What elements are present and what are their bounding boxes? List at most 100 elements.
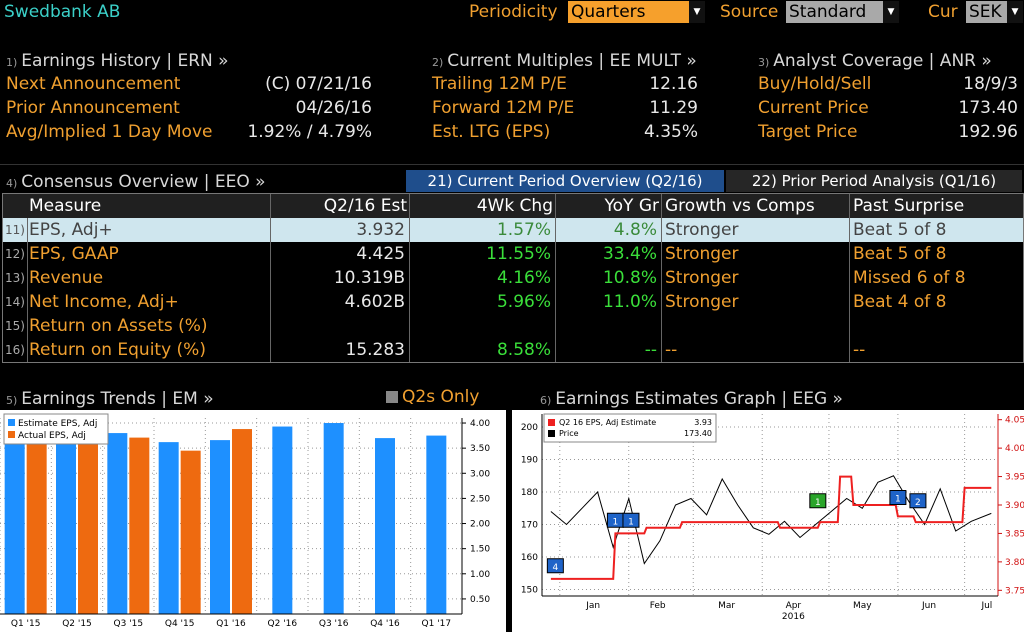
row-measure: Net Income, Adj+ [29, 292, 179, 312]
row-measure: EPS, GAAP [29, 244, 119, 264]
x-tick-label: Q3 '15 [114, 619, 144, 629]
table-row[interactable]: 12) EPS, GAAP 4.425 11.55% 33.4% Stronger Beat… [3, 242, 1023, 266]
legend-label: Actual EPS, Adj [18, 431, 86, 441]
y-right-tick-label: 3.75 [1005, 586, 1024, 596]
estimate-bar [323, 423, 344, 614]
row-past-surprise: -- [853, 340, 866, 360]
x-tick-label: Q1 '16 [216, 619, 246, 629]
estimate-bar [272, 426, 293, 614]
row-number: 14) [5, 295, 25, 309]
avg-move-label: Avg/Implied 1 Day Move [6, 122, 213, 142]
row-yoy-growth: 4.8% [613, 220, 657, 240]
forward-pe-label: Forward 12M P/E [432, 98, 575, 118]
row-measure: Return on Assets (%) [29, 316, 208, 336]
tab-prior-period[interactable]: 22) Prior Period Analysis (Q1/16) [726, 170, 1022, 192]
row-yoy-growth: 11.0% [602, 292, 657, 312]
currency-value: SEK [966, 1, 1007, 23]
x-tick-label: Q4 '16 [370, 619, 400, 629]
periodicity-value: Quarters [568, 1, 689, 23]
row-yoy-growth: 33.4% [602, 244, 657, 264]
table-row[interactable]: 13) Revenue 10.319B 4.16% 10.8% Stronger Misse… [3, 266, 1023, 290]
y-left-tick-label: 170 [521, 521, 538, 531]
estimate-bar [4, 437, 25, 614]
x-tick-label: May [853, 601, 872, 611]
table-row[interactable]: 11) EPS, Adj+ 3.932 1.57% 4.8% Stronger Beat 5… [3, 218, 1023, 242]
section-title: Earnings Trends | EM » [21, 389, 214, 409]
table-row[interactable]: 16) Return on Equity (%) 15.283 8.58% -- -- -- [3, 338, 1023, 362]
col-yoy: YoY Gr [604, 196, 659, 216]
row-estimate: 10.319B [333, 268, 405, 288]
chevron-down-icon[interactable]: ▼ [883, 1, 899, 23]
row-estimate: 3.932 [356, 220, 405, 240]
q2s-only-label[interactable]: Q2s Only [402, 387, 480, 407]
next-announcement-value: (C) 07/21/16 [265, 74, 372, 94]
chevron-down-icon[interactable]: ▼ [1007, 1, 1023, 23]
target-price-value: 192.96 [958, 122, 1018, 142]
y-right-tick-label: 3.80 [1005, 558, 1024, 568]
section-number: 4) [6, 177, 18, 190]
x-tick-label: Q3 '16 [319, 619, 349, 629]
x-tick-label: Q4 '15 [165, 619, 195, 629]
legend-label: Q2 16 EPS, Adj Estimate [559, 418, 656, 427]
chevron-down-icon[interactable]: ▼ [689, 1, 705, 23]
y-tick-label: 1.50 [470, 545, 490, 555]
legend-swatch [548, 430, 555, 437]
legend-label: Estimate EPS, Adj [18, 419, 97, 429]
analyst-coverage-title[interactable]: 3) Analyst Coverage | ANR » [758, 51, 992, 71]
consensus-title[interactable]: 4) Consensus Overview | EEO » [6, 172, 266, 192]
tab-current-period[interactable]: 21) Current Period Overview (Q2/16) [406, 170, 724, 192]
row-number: 13) [5, 271, 25, 285]
y-left-tick-label: 160 [521, 553, 538, 563]
avg-move-value: 1.92% / 4.79% [247, 122, 372, 142]
estimate-line [550, 475, 992, 580]
legend-swatch [548, 419, 555, 426]
current-price-label: Current Price [758, 98, 869, 118]
event-marker [909, 493, 927, 509]
legend-swatch [8, 431, 15, 438]
table-row[interactable]: 14) Net Income, Adj+ 4.602B 5.96% 11.0% Stron… [3, 290, 1023, 314]
legend-box [3, 413, 109, 445]
section-title: Earnings History | ERN » [21, 51, 229, 71]
estimate-bar [107, 433, 128, 614]
row-number: 15) [5, 319, 25, 333]
row-estimate: 15.283 [345, 340, 405, 360]
earnings-graph-title[interactable]: 6) Earnings Estimates Graph | EEG » [540, 389, 843, 409]
actual-bar [232, 429, 252, 614]
section-title: Consensus Overview | EEO » [21, 172, 266, 192]
currency-select[interactable]: SEK ▼ [966, 1, 1023, 23]
y-tick-label: 1.00 [470, 570, 490, 580]
y-tick-label: 4.00 [470, 419, 490, 429]
y-right-tick-label: 4.05 [1005, 416, 1024, 426]
row-past-surprise: Beat 5 of 8 [853, 244, 947, 264]
row-4wk-change: 8.58% [496, 340, 551, 360]
earnings-trends-chart: 0.50 1.00 1.50 2.00 2.50 3.00 3.50 4.00 Q1 '15 Q… [0, 410, 506, 632]
earnings-history-title[interactable]: 1) Earnings History | ERN » [6, 51, 229, 71]
trailing-pe-label: Trailing 12M P/E [432, 74, 567, 94]
trailing-pe-value: 12.16 [649, 74, 698, 94]
row-yoy-growth: -- [644, 340, 657, 360]
col-surprise: Past Surprise [853, 196, 965, 216]
legend-value: 3.93 [694, 418, 712, 427]
col-4wk: 4Wk Chg [476, 196, 553, 216]
q2s-checkbox[interactable] [386, 391, 398, 403]
buy-hold-sell-label: Buy/Hold/Sell [758, 74, 872, 94]
row-4wk-change: 11.55% [486, 244, 551, 264]
row-growth-vs-comps: Stronger [665, 220, 739, 240]
estimate-bar [158, 442, 179, 614]
event-marker [889, 490, 907, 505]
table-row[interactable]: 15) Return on Assets (%) [3, 314, 1023, 338]
prior-announcement-label: Prior Announcement [6, 98, 180, 118]
current-multiples-title[interactable]: 2) Current Multiples | EE MULT » [432, 51, 697, 71]
row-number: 11) [5, 223, 25, 237]
y-right-tick-label: 4.00 [1005, 444, 1024, 454]
y-right-tick-label: 3.95 [1005, 473, 1024, 483]
y-left-tick-label: 150 [521, 586, 538, 596]
consensus-table: Measure Q2/16 Est 4Wk Chg YoY Gr Growth … [2, 193, 1024, 363]
earnings-trends-title[interactable]: 5) Earnings Trends | EM » [6, 389, 214, 409]
table-header: Measure Q2/16 Est 4Wk Chg YoY Gr Growth … [3, 194, 1023, 218]
section-title: Current Multiples | EE MULT » [447, 51, 697, 71]
y-left-tick-label: 200 [521, 423, 538, 433]
source-select[interactable]: Standard ▼ [786, 1, 899, 23]
row-yoy-growth [557, 314, 657, 338]
periodicity-select[interactable]: Quarters ▼ [568, 1, 705, 23]
